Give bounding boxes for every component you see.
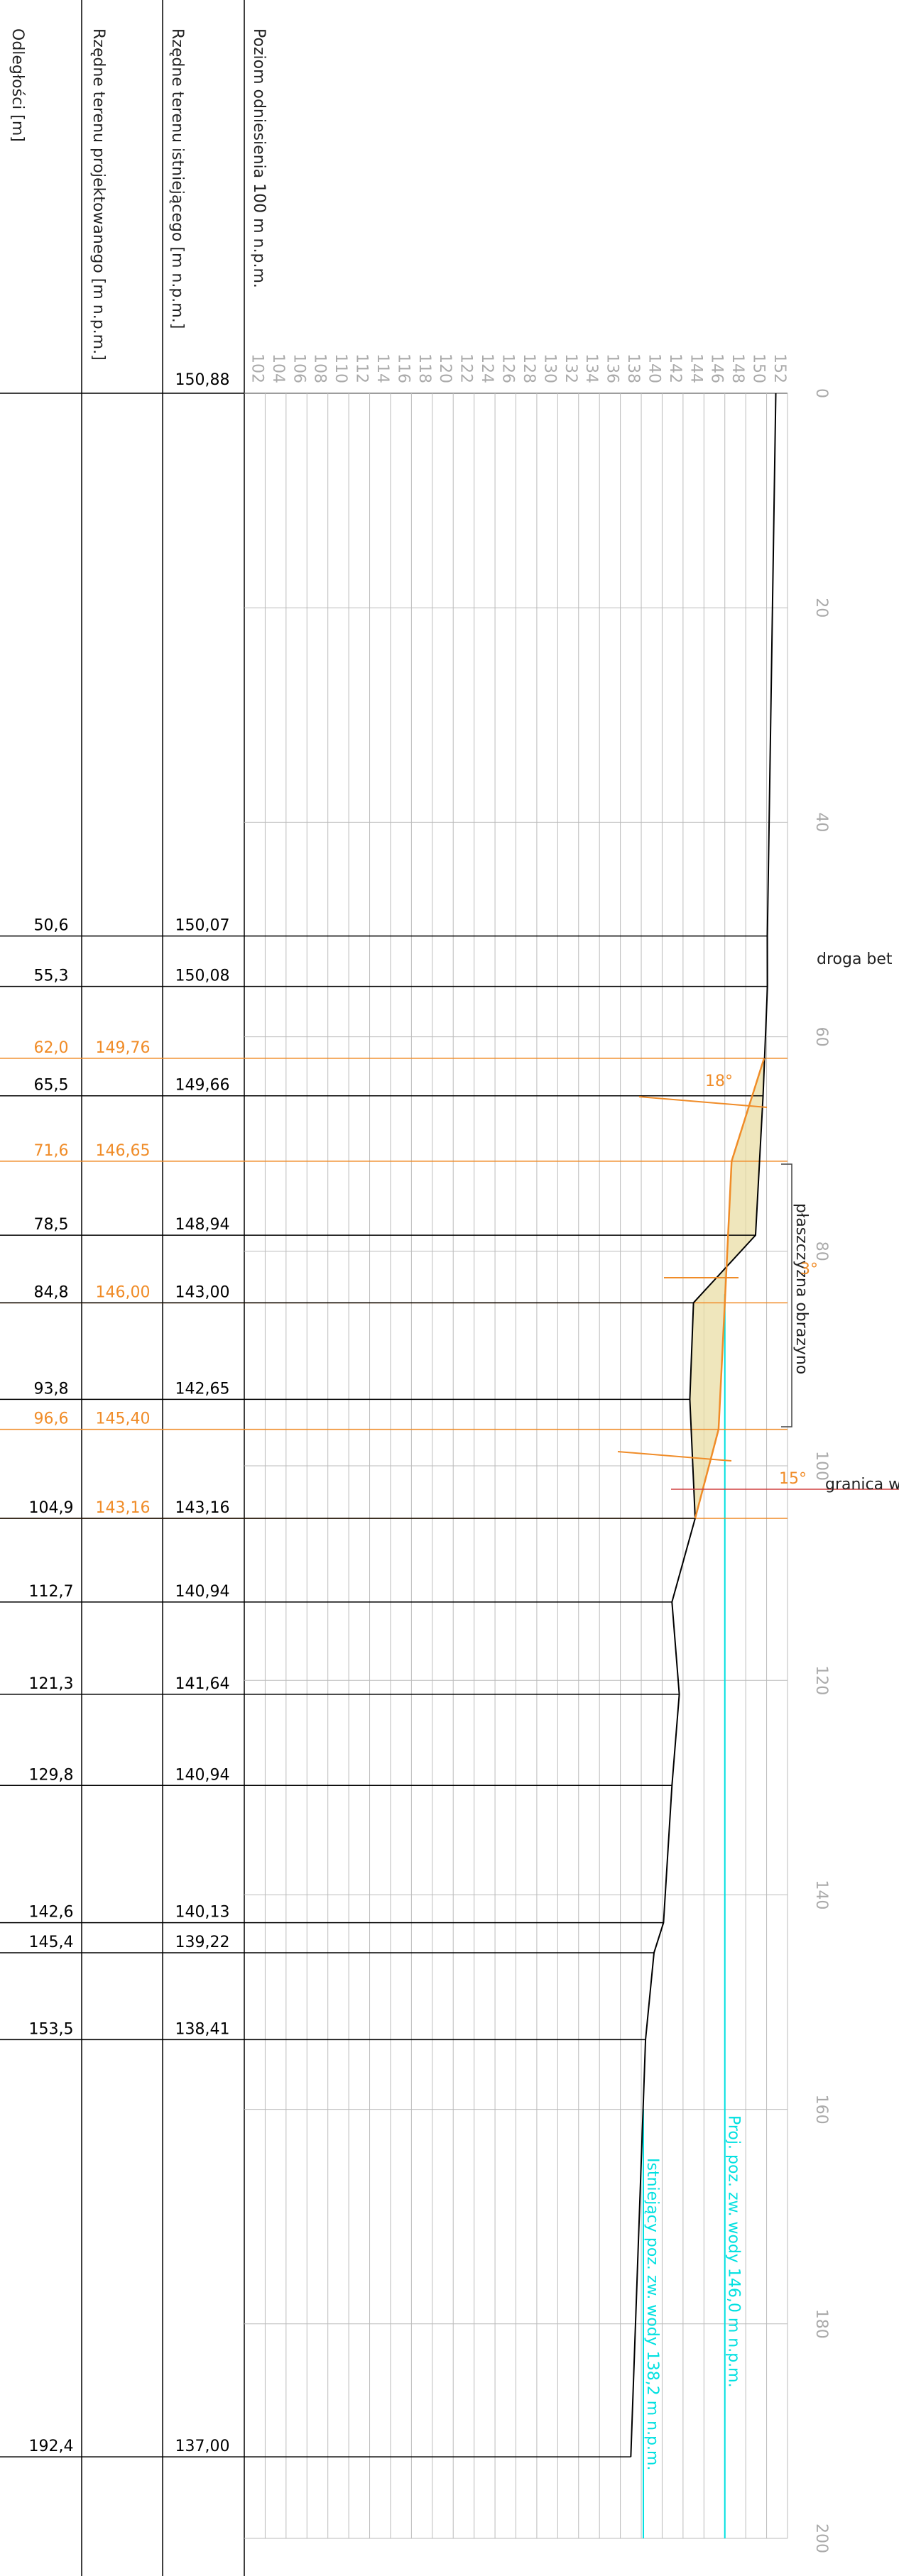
angle-label: 15° <box>779 1470 807 1488</box>
y-tick-label: 124 <box>478 353 496 383</box>
y-tick-label: 110 <box>332 353 349 383</box>
elevation-label: 143,00 <box>175 1283 230 1301</box>
x-tick-label: 200 <box>812 2523 830 2553</box>
y-tick-label: 130 <box>540 353 558 383</box>
station-label: 93,8 <box>34 1380 69 1398</box>
y-tick-label: 152 <box>770 353 788 383</box>
y-tick-label: 146 <box>708 353 726 383</box>
y-tick-label: 134 <box>582 353 600 383</box>
station-label: 78,5 <box>34 1216 69 1234</box>
elevation-label: 146,00 <box>96 1283 151 1301</box>
angle-arrow <box>617 1451 732 1462</box>
y-tick-label: 128 <box>520 353 538 383</box>
y-tick-label: 102 <box>248 353 266 383</box>
y-tick-label: 150 <box>750 353 768 383</box>
y-tick-label: 104 <box>269 353 287 383</box>
annotation: płaszczyzna obrazyno <box>792 1203 810 1374</box>
station-label: 62,0 <box>34 1039 69 1057</box>
station-label: 55,3 <box>34 968 69 985</box>
station-label: 71,6 <box>34 1142 69 1160</box>
elevation-label: 142,65 <box>175 1380 230 1398</box>
elevation-label: 150,88 <box>175 371 230 389</box>
x-tick-label: 100 <box>812 1451 830 1481</box>
y-tick-label: 126 <box>499 353 517 383</box>
y-tick-label: 142 <box>666 353 684 383</box>
angle-arrow <box>638 1096 768 1108</box>
elevation-label: 140,13 <box>175 1904 230 1922</box>
y-tick-label: 106 <box>290 353 307 383</box>
x-tick-label: 160 <box>812 2095 830 2125</box>
y-tick-label: 116 <box>394 353 412 383</box>
water-label: Proj. poz. zw. wody 146,0 m n.p.m. <box>725 2115 743 2388</box>
x-tick-label: 140 <box>812 1880 830 1909</box>
station-label: 145,4 <box>29 1934 74 1951</box>
station-label: 104,9 <box>29 1499 74 1517</box>
x-tick-label: 20 <box>812 598 830 618</box>
y-tick-label: 132 <box>562 353 579 383</box>
column-title: Odległości [m] <box>9 28 26 142</box>
station-label: 112,7 <box>29 1583 74 1601</box>
profile-line <box>630 393 777 2457</box>
elevation-label: 149,66 <box>175 1077 230 1095</box>
elevation-label: 141,64 <box>175 1675 230 1693</box>
elevation-label: 140,94 <box>175 1766 230 1784</box>
y-tick-label: 136 <box>604 353 621 383</box>
y-tick-label: 118 <box>415 353 433 383</box>
station-label: 96,6 <box>34 1410 69 1428</box>
column-title: Poziom odniesienia 100 m n.p.m. <box>250 28 268 288</box>
x-tick-label: 40 <box>812 812 830 832</box>
elevation-label: 143,16 <box>175 1499 230 1517</box>
elevation-label: 150,08 <box>175 968 230 985</box>
station-label: 153,5 <box>29 2020 74 2038</box>
annotation: droga bet <box>817 950 893 968</box>
station-label: 84,8 <box>34 1283 69 1301</box>
elevation-label: 149,76 <box>96 1039 151 1057</box>
elevation-label: 138,41 <box>175 2020 230 2038</box>
station-label: 121,3 <box>29 1675 74 1693</box>
station-label: 142,6 <box>29 1904 74 1922</box>
elevation-label: 150,07 <box>175 917 230 935</box>
elevation-label: 137,00 <box>175 2438 230 2455</box>
elevation-label: 145,40 <box>96 1410 151 1428</box>
elevation-label: 139,22 <box>175 1934 230 1951</box>
elevation-label: 143,16 <box>96 1499 151 1517</box>
bracket <box>781 1163 792 1427</box>
y-tick-label: 122 <box>457 353 475 383</box>
y-tick-label: 138 <box>624 353 642 383</box>
x-tick-label: 0 <box>812 388 830 398</box>
station-label: 50,6 <box>34 917 69 935</box>
x-tick-label: 80 <box>812 1242 830 1261</box>
annotation: granica w <box>825 1476 899 1493</box>
column-title: Rzędne terenu istniejącego [m n.p.m.] <box>168 28 186 329</box>
y-tick-label: 148 <box>729 353 746 383</box>
y-tick-label: 112 <box>353 353 371 383</box>
y-tick-label: 140 <box>645 353 663 383</box>
x-tick-label: 180 <box>812 2309 830 2339</box>
elevation-label: 140,94 <box>175 1583 230 1601</box>
angle-label: 18° <box>705 1073 733 1090</box>
water-label: Istniejący poz. zw. wody 138,2 m n.p.m. <box>643 2158 661 2470</box>
elevation-label: 148,94 <box>175 1216 230 1234</box>
angle-label: 3° <box>800 1261 818 1278</box>
station-label: 192,4 <box>29 2438 74 2455</box>
y-tick-label: 108 <box>311 353 329 383</box>
elevation-label: 146,65 <box>96 1142 151 1160</box>
y-tick-label: 144 <box>687 353 704 383</box>
x-tick-label: 60 <box>812 1027 830 1047</box>
y-tick-label: 114 <box>374 353 391 383</box>
x-tick-label: 120 <box>812 1665 830 1695</box>
fill-area <box>690 1058 765 1519</box>
column-title: Rzędne terenu projektowanego [m n.p.m.] <box>89 28 107 361</box>
station-label: 129,8 <box>29 1766 74 1784</box>
station-label: 65,5 <box>34 1077 69 1095</box>
y-tick-label: 120 <box>436 353 454 383</box>
